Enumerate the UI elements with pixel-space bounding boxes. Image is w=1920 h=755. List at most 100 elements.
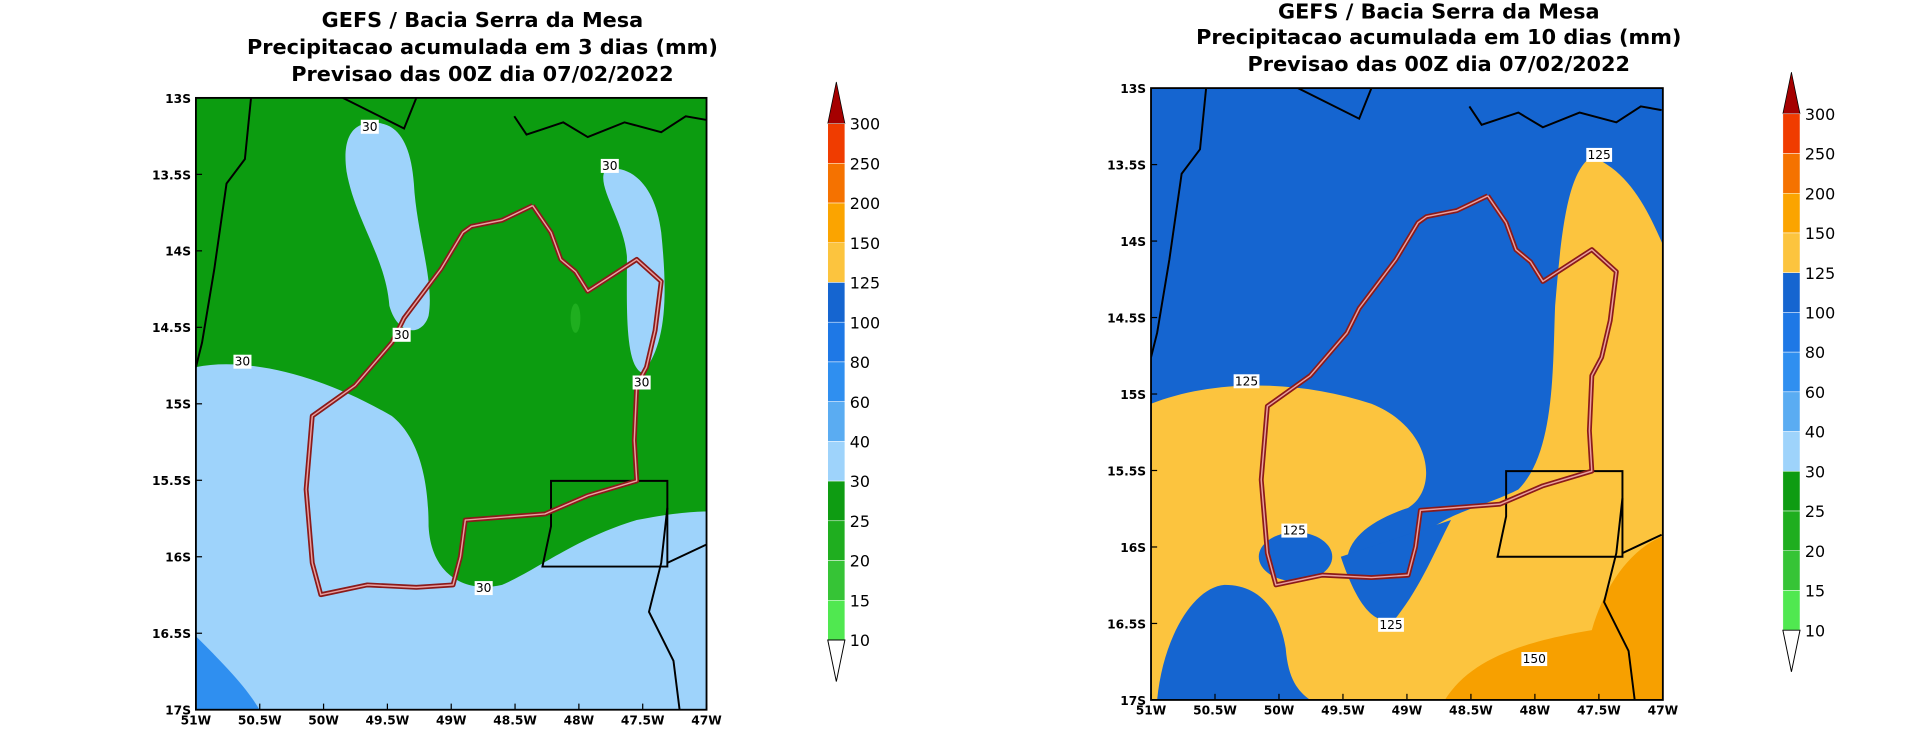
colorbar-label: 20 xyxy=(850,552,870,571)
colorbar-segment xyxy=(1782,510,1801,551)
colorbar-label: 60 xyxy=(850,393,870,412)
lon-label: 47W xyxy=(1648,704,1679,718)
colorbar-segment xyxy=(827,163,846,204)
colorbar-segment xyxy=(1782,471,1801,512)
lat-label: 15.5S xyxy=(1107,464,1146,478)
lat-label: 17S xyxy=(165,704,191,718)
state-border xyxy=(1151,88,1208,358)
colorbar-segment xyxy=(1782,431,1801,472)
state-border xyxy=(195,97,252,368)
colorbar-label: 200 xyxy=(1805,184,1835,203)
colorbar-segment xyxy=(1782,153,1801,194)
lon-label: 48W xyxy=(564,713,595,727)
colorbar-label: 250 xyxy=(850,154,880,173)
field xyxy=(345,122,430,331)
contour-label-bg xyxy=(1281,523,1308,538)
contour-label: 30 xyxy=(362,120,378,134)
contour-label: 125 xyxy=(1379,618,1402,632)
colorbar-label: 40 xyxy=(1805,423,1825,442)
contour-label: 30 xyxy=(394,328,410,342)
colorbar-segment xyxy=(827,361,846,402)
lat-label: 16.5S xyxy=(152,627,191,641)
contour-label-bg xyxy=(1233,374,1260,389)
state-border xyxy=(647,507,681,710)
field xyxy=(570,303,581,333)
colorbar-label: 30 xyxy=(850,472,870,491)
lat-label: 13.5S xyxy=(152,168,191,182)
lon-label: 49.5W xyxy=(1321,704,1365,718)
contour-label: 125 xyxy=(1235,374,1258,388)
colorbar-segment xyxy=(1782,113,1801,154)
lon-label: 48W xyxy=(1520,704,1551,718)
title: GEFS / Bacia Serra da Mesa xyxy=(322,8,644,32)
lon-label: 49W xyxy=(1392,704,1423,718)
lon-label: 48.5W xyxy=(1449,704,1493,718)
lon-label: 51W xyxy=(181,713,212,727)
lon-label: 50W xyxy=(308,713,339,727)
contour-label-bg xyxy=(1521,652,1548,667)
colorbar-label: 100 xyxy=(850,313,880,332)
contour-label-bg xyxy=(360,119,379,134)
colorbar-cap xyxy=(827,639,846,682)
colorbar-segment xyxy=(827,560,846,601)
contour-label: 30 xyxy=(235,355,251,369)
colorbar-label: 80 xyxy=(1805,343,1825,362)
field xyxy=(195,636,260,710)
colorbar-segment xyxy=(827,600,846,641)
field xyxy=(1258,532,1333,582)
colorbar-segment xyxy=(1782,550,1801,591)
contour-label-bg xyxy=(1586,147,1613,162)
lat-label: 16S xyxy=(1120,541,1146,555)
colorbar-segment xyxy=(1782,391,1801,432)
contour-label-bg xyxy=(233,354,252,369)
colorbar-segment xyxy=(827,321,846,363)
lat-label: 14S xyxy=(1120,235,1146,249)
lat-label: 15S xyxy=(1120,388,1146,402)
colorbar-segment xyxy=(827,480,846,522)
colorbar-cap xyxy=(1782,72,1801,115)
lat-label: 14.5S xyxy=(152,321,191,335)
state-border xyxy=(1622,533,1663,554)
lon-label: 49W xyxy=(436,713,467,727)
state-border xyxy=(1496,470,1624,558)
colorbar-label: 30 xyxy=(1805,462,1825,481)
state-border xyxy=(541,479,669,568)
colorbar-label: 150 xyxy=(850,234,880,253)
colorbar-segment xyxy=(827,202,846,244)
field xyxy=(195,364,707,710)
lat-label: 13S xyxy=(165,92,191,106)
lat-label: 17S xyxy=(1120,694,1146,708)
colorbar-segment xyxy=(1782,312,1801,353)
field xyxy=(1157,584,1311,700)
colorbar-segment xyxy=(1782,272,1801,313)
lon-label: 47.5W xyxy=(621,713,665,727)
colorbar-label: 20 xyxy=(1805,542,1825,561)
title: GEFS / Bacia Serra da Mesa xyxy=(1278,0,1600,23)
colorbar-label: 15 xyxy=(850,591,870,610)
state-border xyxy=(513,115,707,139)
lon-label: 50.5W xyxy=(238,713,282,727)
field xyxy=(1340,520,1452,621)
title: Precipitacao acumulada em 3 dias (mm) xyxy=(247,35,718,59)
contour-label: 150 xyxy=(1523,652,1546,666)
state-border xyxy=(1603,497,1636,700)
colorbar-cap xyxy=(827,81,846,124)
state-border xyxy=(1297,88,1373,121)
colorbar-label: 150 xyxy=(1805,224,1835,243)
contour-label-bg xyxy=(474,581,493,596)
lat-label: 15S xyxy=(165,398,191,412)
colorbar-label: 300 xyxy=(850,115,880,134)
colorbar-label: 125 xyxy=(850,274,880,293)
colorbar-cap xyxy=(1782,629,1801,672)
lon-label: 49.5W xyxy=(366,713,410,727)
contour-label-bg xyxy=(600,158,619,173)
colorbar-label: 100 xyxy=(1805,304,1835,323)
colorbar-segment xyxy=(827,242,846,283)
lat-label: 16S xyxy=(165,551,191,565)
lat-label: 16.5S xyxy=(1107,617,1146,631)
lat-label: 13S xyxy=(1120,82,1146,96)
colorbar-label: 125 xyxy=(1805,264,1835,283)
map-panel-2 xyxy=(1151,88,1663,700)
colorbar-label: 25 xyxy=(1805,502,1825,521)
